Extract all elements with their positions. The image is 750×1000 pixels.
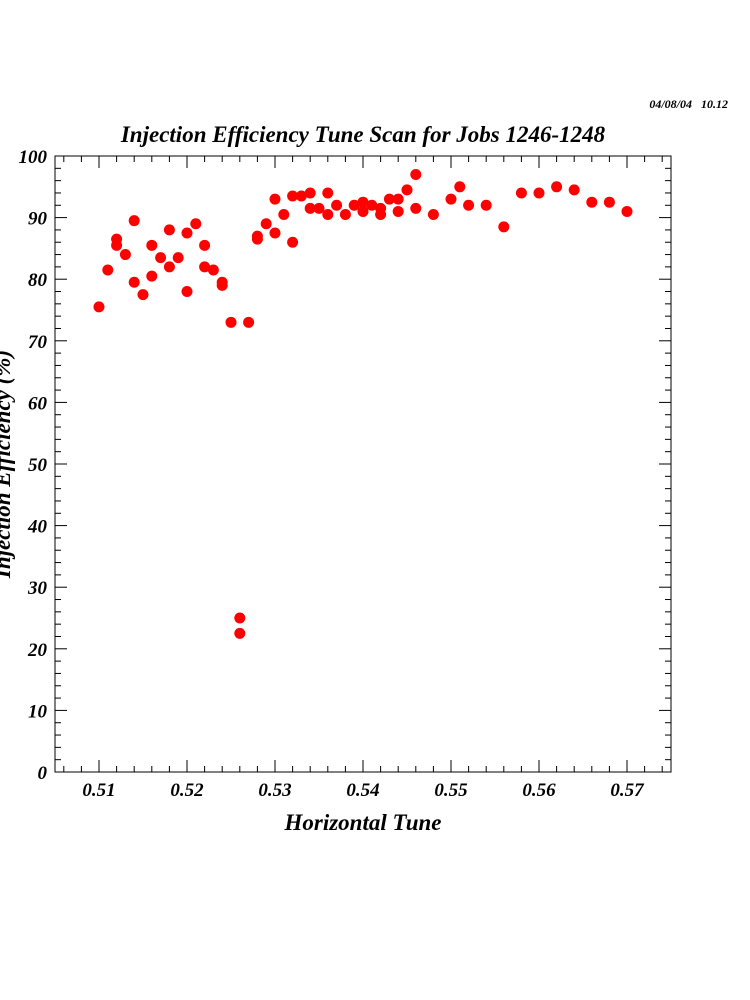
data-point bbox=[322, 187, 334, 199]
data-point bbox=[128, 215, 140, 227]
data-point bbox=[401, 184, 413, 196]
data-point bbox=[269, 227, 281, 239]
data-point bbox=[427, 209, 439, 221]
axis-ticks bbox=[55, 155, 671, 773]
x-tick-labels: 0.51 0.52 0.53 0.54 0.55 0.56 0.57 bbox=[82, 780, 645, 801]
data-point bbox=[190, 218, 202, 230]
y-tick-label: 70 bbox=[28, 332, 48, 353]
data-point bbox=[515, 187, 527, 199]
data-point bbox=[348, 199, 360, 211]
data-point bbox=[410, 202, 422, 214]
data-point bbox=[269, 193, 281, 205]
data-point bbox=[366, 199, 378, 211]
data-point bbox=[454, 181, 466, 193]
data-point bbox=[225, 316, 237, 328]
data-points bbox=[93, 168, 633, 639]
data-point bbox=[278, 209, 290, 221]
data-point bbox=[119, 249, 131, 261]
data-point bbox=[146, 270, 158, 282]
data-point bbox=[287, 190, 299, 202]
data-point bbox=[533, 187, 545, 199]
data-point bbox=[498, 221, 510, 233]
data-point bbox=[586, 196, 598, 208]
data-point bbox=[410, 168, 422, 180]
y-tick-label: 50 bbox=[28, 455, 48, 476]
y-tick-label: 90 bbox=[28, 209, 48, 230]
data-point bbox=[251, 233, 263, 245]
data-point bbox=[480, 199, 492, 211]
data-point bbox=[357, 205, 369, 217]
y-tick-label: 100 bbox=[19, 147, 48, 168]
data-point bbox=[128, 276, 140, 288]
x-tick-label: 0.57 bbox=[610, 780, 645, 801]
data-point bbox=[163, 261, 175, 273]
x-tick-label: 0.54 bbox=[346, 780, 379, 801]
data-point bbox=[155, 252, 167, 264]
data-point bbox=[163, 224, 175, 236]
data-point bbox=[207, 264, 219, 276]
data-point bbox=[234, 612, 246, 624]
data-point bbox=[137, 289, 149, 301]
data-point bbox=[603, 196, 615, 208]
data-point bbox=[331, 199, 343, 211]
y-tick-label: 40 bbox=[27, 517, 48, 538]
x-tick-label: 0.56 bbox=[522, 780, 556, 801]
data-point bbox=[313, 202, 325, 214]
x-tick-label: 0.52 bbox=[170, 780, 204, 801]
x-axis-label: Horizontal Tune bbox=[284, 810, 442, 835]
timestamp: 04/08/04 10.12 bbox=[649, 97, 728, 111]
x-tick-label: 0.53 bbox=[258, 780, 291, 801]
data-point bbox=[181, 286, 193, 298]
y-tick-label: 10 bbox=[28, 701, 48, 722]
y-tick-label: 80 bbox=[28, 270, 48, 291]
data-point bbox=[304, 187, 316, 199]
x-tick-label: 0.55 bbox=[434, 780, 468, 801]
data-point bbox=[287, 236, 299, 248]
y-tick-label: 30 bbox=[27, 578, 48, 599]
data-point bbox=[181, 227, 193, 239]
data-point bbox=[146, 239, 158, 251]
data-point bbox=[172, 252, 184, 264]
data-point bbox=[339, 209, 351, 221]
data-point bbox=[392, 193, 404, 205]
y-tick-labels: 0 10 20 30 40 50 60 70 80 90 100 bbox=[19, 147, 48, 784]
data-point bbox=[199, 261, 211, 273]
data-point bbox=[463, 199, 475, 211]
data-point bbox=[568, 184, 580, 196]
data-point bbox=[234, 627, 246, 639]
y-axis-label: Injection Efficiency (%) bbox=[0, 350, 15, 579]
data-point bbox=[243, 316, 255, 328]
chart-title: Injection Efficiency Tune Scan for Jobs … bbox=[120, 122, 606, 147]
data-point bbox=[392, 205, 404, 217]
data-point bbox=[93, 301, 105, 313]
data-point bbox=[260, 218, 272, 230]
x-tick-label: 0.51 bbox=[82, 780, 115, 801]
data-point bbox=[295, 190, 307, 202]
data-point bbox=[102, 264, 114, 276]
data-point bbox=[111, 239, 123, 251]
data-point bbox=[199, 239, 211, 251]
data-point bbox=[216, 279, 228, 291]
data-point bbox=[322, 209, 334, 221]
y-tick-label: 0 bbox=[38, 763, 48, 784]
data-point bbox=[445, 193, 457, 205]
data-point bbox=[551, 181, 563, 193]
data-point bbox=[621, 205, 633, 217]
data-point bbox=[304, 202, 316, 214]
y-tick-label: 20 bbox=[27, 640, 48, 661]
data-point bbox=[357, 196, 369, 208]
y-tick-label: 60 bbox=[28, 393, 48, 414]
data-point bbox=[375, 209, 387, 221]
data-point bbox=[383, 193, 395, 205]
